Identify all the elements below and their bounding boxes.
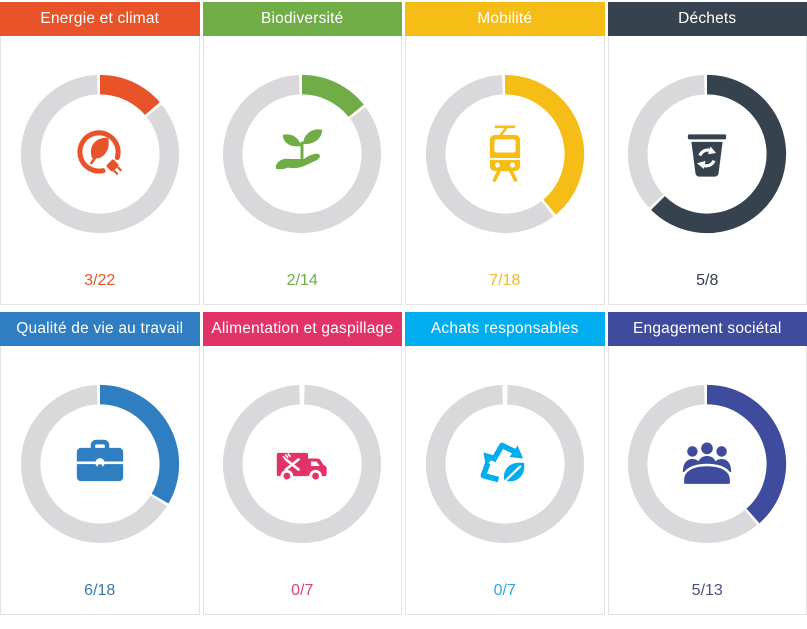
score-label: 7/18 — [489, 272, 521, 289]
donut-progress-arc — [504, 74, 584, 215]
donut-progress-arc — [99, 74, 160, 116]
category-card[interactable]: Qualité de vie au travail 6/18 — [0, 312, 200, 615]
category-header[interactable]: Alimentation et gaspillage — [202, 312, 402, 346]
category-card[interactable]: Alimentation et gaspillage 0/7 — [202, 312, 402, 615]
category-card-body: 5/13 — [607, 346, 807, 615]
category-title: Achats responsables — [430, 320, 579, 337]
category-card-body: 0/7 — [405, 346, 605, 615]
score-label: 0/7 — [291, 582, 314, 599]
donut-progress-arc — [706, 384, 787, 524]
category-card-body: 5/8 — [607, 36, 807, 305]
tram-icon — [487, 124, 522, 182]
category-card-body: 2/14 — [202, 36, 402, 305]
progress-donut-chart — [204, 346, 402, 582]
progress-donut-chart — [204, 36, 402, 272]
briefcase-icon — [77, 442, 123, 481]
recycle-leaf-icon — [483, 445, 524, 481]
category-header[interactable]: Achats responsables — [405, 312, 605, 346]
category-header[interactable]: Engagement sociétal — [607, 312, 807, 346]
category-card[interactable]: Mobilité 7/18 — [405, 2, 605, 305]
category-card-body: 0/7 — [202, 346, 402, 615]
meeting-people-icon — [681, 441, 733, 487]
progress-donut-chart — [609, 346, 807, 582]
leaf-plug-energy-icon — [76, 129, 123, 176]
category-title: Engagement sociétal — [632, 320, 782, 337]
score-label: 3/22 — [84, 272, 116, 289]
category-header[interactable]: Qualité de vie au travail — [0, 312, 200, 346]
category-header[interactable]: Déchets — [607, 2, 807, 36]
score-label: 0/7 — [493, 582, 516, 599]
score-label: 5/8 — [696, 272, 719, 289]
donut-progress-arc — [651, 74, 787, 234]
donut-progress-arc — [99, 384, 179, 504]
category-card[interactable]: Biodiversité 2/14 — [202, 2, 402, 305]
score-label: 2/14 — [286, 272, 318, 289]
category-card-body: 7/18 — [405, 36, 605, 305]
category-title: Mobilité — [477, 10, 533, 27]
progress-donut-chart — [1, 346, 199, 582]
score-label: 5/13 — [691, 582, 723, 599]
category-card[interactable]: Energie et climat 3/22 — [0, 2, 200, 305]
progress-donut-chart — [406, 36, 604, 272]
progress-donut-chart — [1, 36, 199, 272]
hand-plant-icon — [274, 127, 324, 171]
category-header[interactable]: Energie et climat — [0, 2, 200, 36]
category-card-body: 6/18 — [0, 346, 200, 615]
category-title: Alimentation et gaspillage — [211, 320, 394, 337]
score-label: 6/18 — [84, 582, 116, 599]
category-header[interactable]: Mobilité — [405, 2, 605, 36]
category-card[interactable]: Déchets 5/8 — [607, 2, 807, 305]
recycle-bin-icon — [686, 132, 728, 179]
category-card[interactable]: Engagement sociétal 5/13 — [607, 312, 807, 615]
category-title: Energie et climat — [40, 10, 160, 27]
category-title: Déchets — [678, 10, 737, 27]
donut-track-ring — [425, 384, 584, 544]
food-truck-icon — [275, 451, 329, 484]
category-title: Qualité de vie au travail — [16, 320, 184, 337]
category-card-body: 3/22 — [0, 36, 200, 305]
dashboard-grid: Energie et climat 3/22 Biodiversité — [0, 2, 807, 615]
donut-progress-arc — [301, 74, 365, 118]
category-header[interactable]: Biodiversité — [202, 2, 402, 36]
category-card[interactable]: Achats responsables 0/7 — [405, 312, 605, 615]
progress-donut-chart — [406, 346, 604, 582]
progress-donut-chart — [609, 36, 807, 272]
category-title: Biodiversité — [260, 10, 344, 27]
